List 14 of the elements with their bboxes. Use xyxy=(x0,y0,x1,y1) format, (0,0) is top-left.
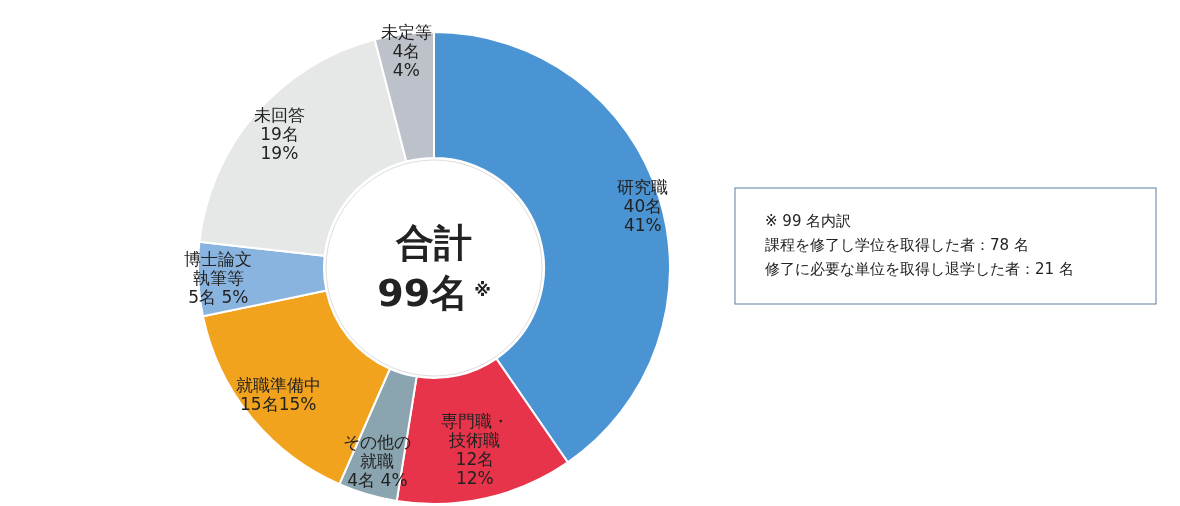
data-label: 19名 19% xyxy=(260,124,299,164)
slice-label: 就職準備中 xyxy=(235,375,321,396)
text: 合計 xyxy=(395,221,472,265)
data-label: 15名15% xyxy=(240,394,317,415)
text: 修了に必要な単位を取得し退学した者：21 名 xyxy=(765,260,1074,278)
slice-label: 専門職・技術職 xyxy=(440,410,509,450)
data-label: 40名 41% xyxy=(623,196,663,236)
text: 99名$^{※}$ xyxy=(377,271,491,315)
data-label: 12名 12% xyxy=(455,448,495,488)
data-label: 4名 4% xyxy=(392,41,421,81)
text: ※ 99 名内訳 xyxy=(765,212,852,230)
slice-label: 未回答 xyxy=(253,105,305,126)
slice-label: 未定等 xyxy=(380,22,432,43)
text: 課程を修了し学位を取得した者：78 名 xyxy=(765,236,1029,254)
